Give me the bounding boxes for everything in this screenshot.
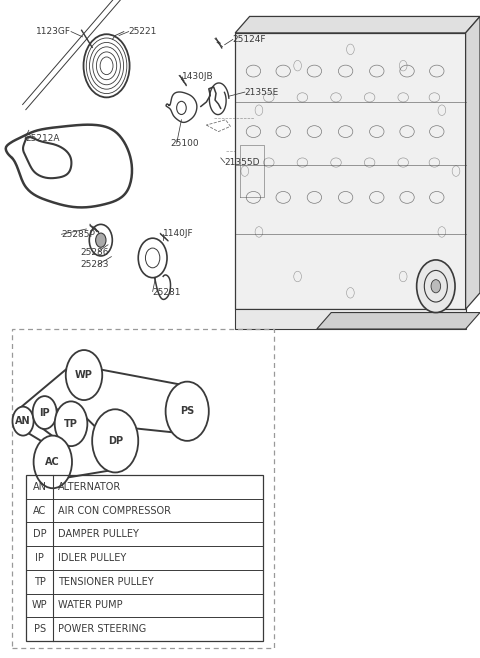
Text: PS: PS [180, 406, 194, 417]
Circle shape [84, 34, 130, 97]
Text: 25221: 25221 [129, 27, 157, 36]
Text: AIR CON COMPRESSOR: AIR CON COMPRESSOR [58, 505, 170, 516]
Bar [12, 329, 274, 648]
Text: POWER STEERING: POWER STEERING [58, 624, 146, 634]
Circle shape [12, 407, 34, 436]
Circle shape [55, 401, 87, 446]
Text: AN: AN [33, 482, 47, 492]
Circle shape [33, 396, 57, 429]
Circle shape [34, 436, 72, 488]
Text: AC: AC [46, 457, 60, 467]
Text: IDLER PULLEY: IDLER PULLEY [58, 553, 126, 563]
Circle shape [66, 350, 102, 400]
Polygon shape [317, 313, 480, 329]
Text: DP: DP [108, 436, 123, 446]
Circle shape [92, 409, 138, 472]
Text: 25283: 25283 [81, 260, 109, 269]
Text: WP: WP [32, 600, 48, 611]
Text: PS: PS [34, 624, 46, 634]
Polygon shape [235, 309, 466, 329]
Circle shape [166, 382, 209, 441]
Polygon shape [235, 16, 480, 33]
Text: 25286: 25286 [81, 247, 109, 257]
Text: 1123GF: 1123GF [36, 27, 71, 36]
Text: ALTERNATOR: ALTERNATOR [58, 482, 121, 492]
Circle shape [417, 260, 455, 313]
Text: 25124F: 25124F [233, 35, 266, 44]
Polygon shape [466, 16, 480, 309]
Circle shape [96, 233, 106, 247]
Text: DAMPER PULLEY: DAMPER PULLEY [58, 529, 138, 540]
Text: 1430JB: 1430JB [182, 72, 214, 82]
Circle shape [138, 238, 167, 278]
Circle shape [431, 280, 441, 293]
Polygon shape [235, 33, 466, 309]
Text: 25281: 25281 [153, 288, 181, 297]
Text: WATER PUMP: WATER PUMP [58, 600, 122, 611]
Text: 25285P: 25285P [61, 230, 96, 239]
Bar [26, 475, 263, 641]
Text: IP: IP [39, 407, 50, 418]
Text: TP: TP [34, 576, 46, 587]
Text: 1140JF: 1140JF [163, 229, 194, 238]
Text: AN: AN [15, 416, 31, 426]
Text: 21355E: 21355E [245, 88, 279, 97]
Text: 25212A: 25212A [25, 134, 60, 143]
Text: AC: AC [33, 505, 46, 516]
Text: WP: WP [75, 370, 93, 380]
Text: TENSIONER PULLEY: TENSIONER PULLEY [58, 576, 153, 587]
Text: 25100: 25100 [170, 139, 199, 148]
Text: 21355D: 21355D [225, 158, 260, 167]
Text: DP: DP [33, 529, 47, 540]
Text: IP: IP [35, 553, 44, 563]
Circle shape [89, 224, 112, 256]
Text: TP: TP [64, 418, 78, 429]
